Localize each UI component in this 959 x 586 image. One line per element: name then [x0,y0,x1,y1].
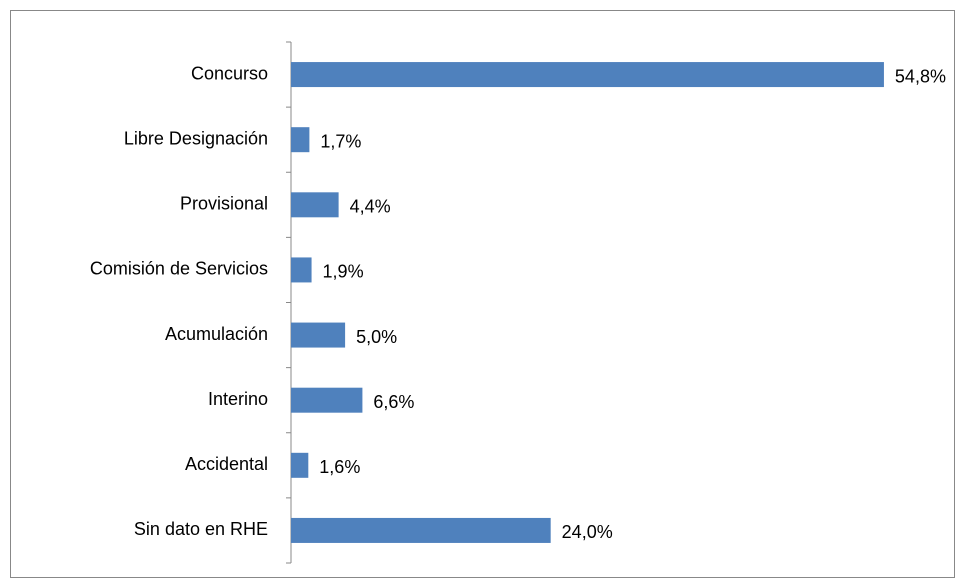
data-label: 6,6% [373,392,414,412]
data-label: 5,0% [356,327,397,347]
data-label: 1,9% [323,262,364,282]
bar [291,387,363,413]
bar [291,192,339,218]
data-label: 24,0% [562,522,613,542]
bar [291,452,309,478]
category-label: Sin dato en RHE [134,519,268,539]
data-label: 1,7% [320,131,361,151]
category-label: Libre Designación [124,128,268,148]
bar [291,517,551,543]
category-label: Acumulación [165,324,268,344]
bar [291,127,310,153]
chart-border [10,10,955,578]
category-label: Comisión de Servicios [90,259,268,279]
data-label: 1,6% [319,457,360,477]
category-label: Interino [208,389,268,409]
data-label: 54,8% [895,66,946,86]
data-label: 4,4% [350,197,391,217]
category-label: Provisional [180,194,268,214]
bar [291,62,884,88]
category-label: Accidental [185,454,268,474]
category-label: Concurso [191,63,268,83]
bar [291,322,346,348]
bar [291,257,312,283]
